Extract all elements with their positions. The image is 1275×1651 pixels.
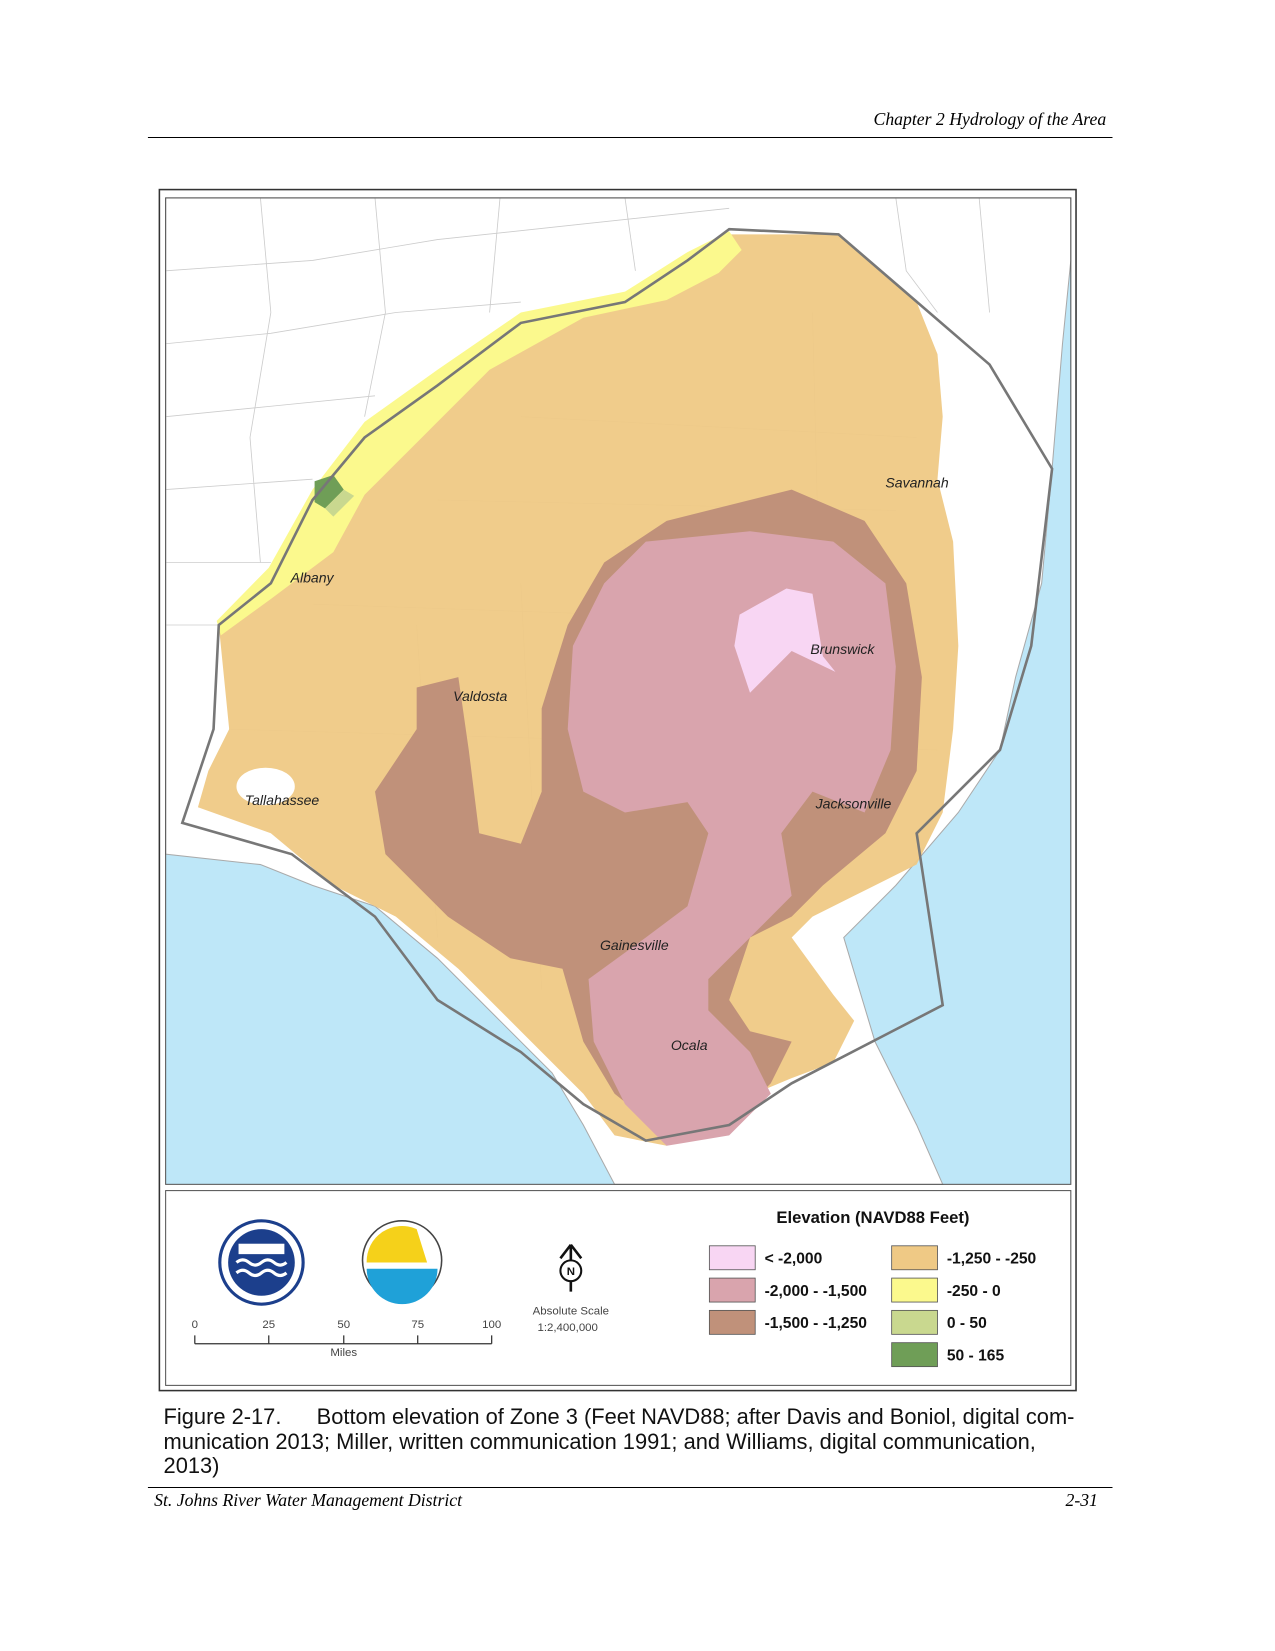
legend-label: -250 - 0 <box>947 1283 1001 1300</box>
city-label: Savannah <box>885 474 948 490</box>
caption-line: munication 2013; Miller, written communi… <box>164 1429 1036 1454</box>
legend-swatch <box>891 1309 938 1335</box>
zone <box>216 231 742 636</box>
legend-swatch <box>891 1342 938 1368</box>
zone <box>734 588 836 693</box>
scale-label: 25 <box>262 1319 275 1331</box>
legend-label: -2,000 - -1,500 <box>765 1283 868 1300</box>
zone <box>567 531 896 1146</box>
srwmd-logo <box>361 1220 443 1305</box>
legend-swatch <box>708 1277 756 1303</box>
footer-left: St. Johns River Water Management Distric… <box>154 1490 463 1510</box>
legend-title: Elevation (NAVD88 Feet) <box>776 1208 969 1227</box>
caption-line: Bottom elevation of Zone 3 (Feet NAVD88;… <box>317 1404 1075 1429</box>
legend-swatch <box>891 1277 938 1303</box>
city-label: Jacksonville <box>815 795 892 811</box>
caption-line: 2013) <box>164 1453 220 1478</box>
scale-label: 50 <box>337 1319 350 1331</box>
city-label: Valdosta <box>453 688 507 704</box>
map-frame <box>165 197 1072 1185</box>
figure-frame <box>158 188 1077 1392</box>
legend-swatch <box>708 1309 756 1335</box>
city-label: Albany <box>290 569 335 585</box>
scale-unit: Miles <box>330 1347 357 1359</box>
footer-right: 2-31 <box>1065 1490 1097 1510</box>
legend-label: 0 - 50 <box>947 1315 987 1332</box>
legend-panel: N Absolute Scale 1:2,400,000 0 25 50 75 … <box>165 1190 1072 1386</box>
sjr-logo <box>218 1219 305 1306</box>
map: Savannah Albany Brunswick Valdosta Talla… <box>165 197 1072 1185</box>
scale-label: 100 <box>482 1319 501 1331</box>
zone <box>325 489 355 517</box>
legend-label: -1,500 - -1,250 <box>765 1315 868 1332</box>
city-label: Gainesville <box>600 937 669 953</box>
scale-label: 0 <box>192 1319 198 1331</box>
study-boundary <box>180 227 1054 1142</box>
caption-number: Figure 2-17. <box>164 1404 282 1429</box>
legend-label: 50 - 165 <box>947 1347 1005 1364</box>
scale-bar: 0 25 50 75 100 Miles <box>192 1319 502 1359</box>
scale-label: 75 <box>411 1319 424 1331</box>
zone-gap <box>236 767 295 806</box>
city-label: Ocala <box>671 1037 708 1053</box>
header: Chapter 2 Hydrology of the Area <box>874 109 1107 129</box>
legend-label: < -2,000 <box>765 1251 823 1268</box>
city-label: Tallahassee <box>245 792 320 808</box>
scale-note: Absolute Scale <box>533 1306 609 1318</box>
north-label: N <box>567 1266 575 1278</box>
scale-note: 1:2,400,000 <box>537 1322 597 1334</box>
legend-label: -1,250 - -250 <box>947 1251 1037 1268</box>
legend-swatch <box>891 1245 938 1271</box>
north-arrow: N <box>559 1243 583 1292</box>
zone <box>314 474 344 509</box>
legend-swatch <box>708 1245 756 1271</box>
city-label: Brunswick <box>810 641 875 657</box>
